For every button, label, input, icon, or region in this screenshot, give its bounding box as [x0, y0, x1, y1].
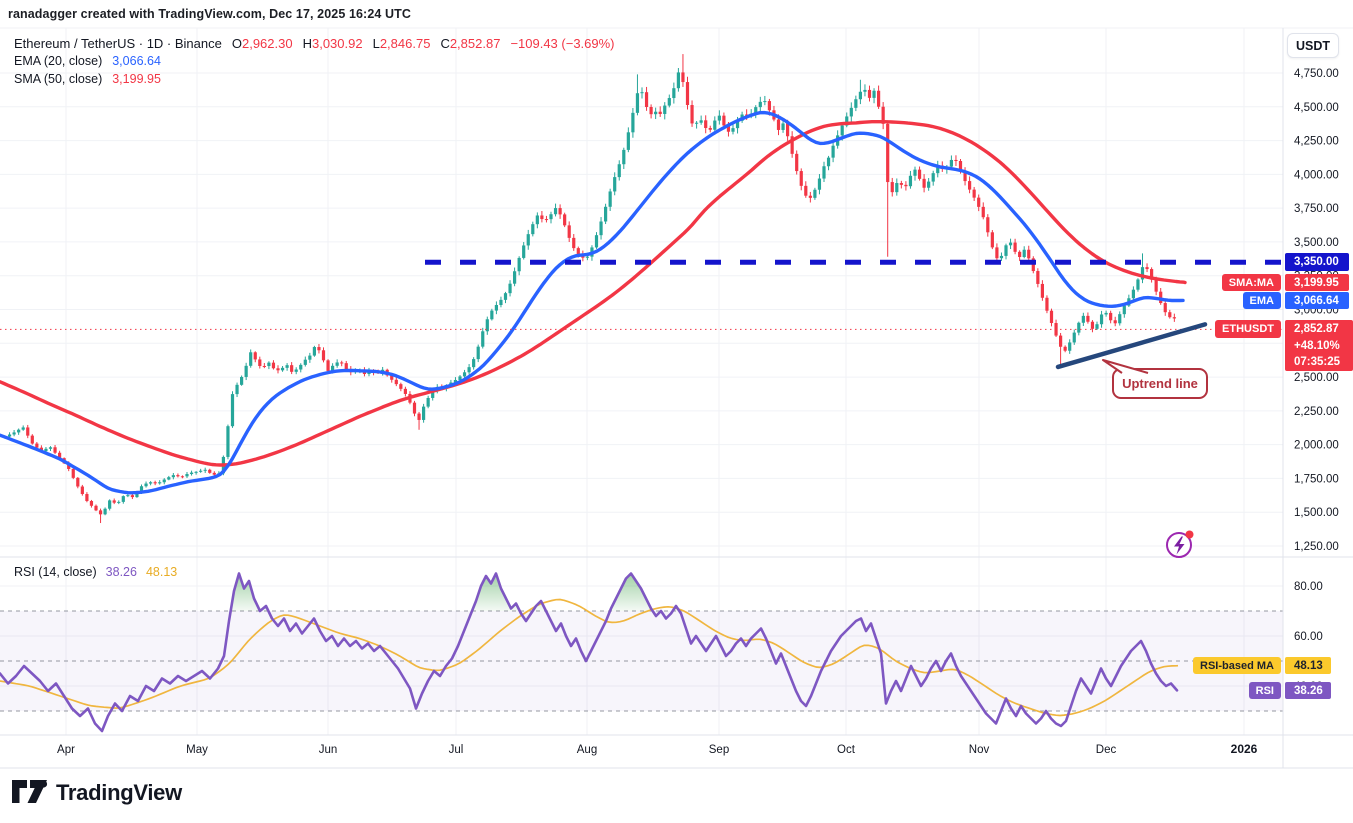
uptrend-trendline — [1055, 322, 1208, 370]
ohlc-open: O2,962.30 — [231, 36, 293, 51]
level-price-badge[interactable]: 3,350.00 — [1285, 253, 1349, 271]
rsi-tick-label: 80.00 — [1294, 581, 1323, 593]
ema-price-badge: 3,066.64 — [1285, 292, 1349, 309]
last-price-badge[interactable]: 2,852.87 +48.10% 07:35:25 — [1285, 320, 1353, 371]
rsi-legend: RSI (14, close) 38.26 48.13 — [14, 565, 177, 579]
last-price-value: 2,852.87 — [1294, 323, 1339, 335]
symbol-last-label: ETHUSDT — [1215, 320, 1281, 338]
grid-lines — [0, 28, 1283, 735]
rsi — [0, 572, 1179, 733]
rsi-ma — [0, 598, 1179, 717]
flash-feature-icon[interactable] — [1166, 530, 1194, 558]
uptrend-callout[interactable]: Uptrend line — [1112, 368, 1208, 399]
ohlc-high: H3,030.92 — [302, 36, 363, 51]
lightning-bolt-icon — [1174, 536, 1185, 555]
logo-wordmark: TradingView — [56, 780, 183, 805]
price-axis[interactable]: 1,250.00 1,500.00 1,750.00 2,000.00 2,250.00… — [1294, 68, 1339, 553]
tradingview-logo[interactable]: TradingView — [10, 776, 310, 810]
rsi-value-badge: 38.26 — [1285, 682, 1331, 699]
rsi-ma-legend-value: 48.13 — [145, 565, 178, 579]
last-price-change: +48.10% — [1294, 339, 1340, 352]
rsi-ma-value-badge: 48.13 — [1285, 657, 1331, 674]
notification-dot — [1185, 530, 1194, 539]
time-tick-label: Sep — [709, 744, 729, 756]
price-tick-label: 2,000.00 — [1294, 440, 1339, 452]
rsi-tick-label: 60.00 — [1294, 631, 1323, 643]
currency-toggle-button[interactable]: USDT — [1287, 33, 1339, 58]
rsi-ma-series-label: RSI-based MA — [1193, 657, 1281, 674]
logo-mark-dot — [39, 780, 48, 788]
time-tick-label: Apr — [57, 744, 75, 756]
trendline[interactable] — [1055, 322, 1208, 370]
price-change: −109.43 (−3.69%) — [510, 36, 615, 51]
ema-legend-value: 3,066.64 — [112, 54, 161, 68]
time-axis[interactable]: Apr May Jun Jul Aug Sep Oct Nov Dec 2026 — [57, 742, 1258, 756]
price-tick-label: 3,500.00 — [1294, 237, 1339, 249]
price-tick-label: 4,000.00 — [1294, 169, 1339, 181]
candlestick-series — [3, 54, 1176, 524]
sma-legend-label[interactable]: SMA (50, close) — [14, 72, 103, 86]
rsi-legend-value: 38.26 — [105, 565, 137, 579]
time-tick-label: May — [186, 744, 208, 756]
sma-50 — [0, 120, 1187, 467]
price-tick-label: 4,500.00 — [1294, 102, 1339, 114]
time-tick-label: Jul — [449, 744, 464, 756]
attribution-text: ranadagger created with TradingView.com,… — [8, 7, 411, 21]
time-tick-label: Dec — [1096, 744, 1117, 756]
logo-mark-one — [12, 780, 27, 803]
ohlc-low: L2,846.75 — [372, 36, 431, 51]
ohlc-close: C2,852.87 — [440, 36, 501, 51]
price-tick-label: 2,250.00 — [1294, 406, 1339, 418]
price-tick-label: 4,750.00 — [1294, 68, 1339, 80]
sma-series-label: SMA:MA — [1221, 274, 1281, 291]
rsi-overbought-fills — [232, 573, 678, 611]
price-tick-label: 2,500.00 — [1294, 372, 1339, 384]
sma-50-line — [0, 120, 1187, 467]
rsi-legend-label[interactable]: RSI (14, close) — [14, 565, 97, 579]
price-tick-label: 4,250.00 — [1294, 136, 1339, 148]
time-tick-label: Nov — [969, 744, 990, 756]
time-tick-label: Aug — [577, 744, 597, 756]
price-tick-label: 1,750.00 — [1294, 473, 1339, 485]
sma-legend-row: SMA (50, close) 3,199.95 — [14, 71, 615, 88]
symbol-legend-row: Ethereum / TetherUS · 1D · Binance O2,96… — [14, 35, 615, 52]
symbol-title[interactable]: Ethereum / TetherUS · 1D · Binance — [14, 36, 222, 51]
rsi-series-label: RSI — [1248, 682, 1281, 699]
ema-20 — [0, 110, 1185, 495]
chart-legend: Ethereum / TetherUS · 1D · Binance O2,96… — [14, 35, 615, 89]
price-tick-label: 1,250.00 — [1294, 541, 1339, 553]
ema-legend-row: EMA (20, close) 3,066.64 — [14, 53, 615, 70]
rsi-line — [0, 572, 1179, 733]
rsi-band — [0, 610, 1283, 712]
pane-separators — [0, 27, 1353, 769]
sma-legend-value: 3,199.95 — [112, 72, 161, 86]
price-tick-label: 1,500.00 — [1294, 507, 1339, 519]
time-tick-label: 2026 — [1231, 742, 1258, 756]
rsi-ma-line — [0, 598, 1179, 717]
sma-price-badge: 3,199.95 — [1285, 274, 1349, 291]
time-tick-label: Oct — [837, 744, 856, 756]
price-tick-label: 3,750.00 — [1294, 203, 1339, 215]
time-tick-label: Jun — [319, 744, 338, 756]
bar-countdown: 07:35:25 — [1294, 356, 1341, 368]
ema-20-line — [0, 110, 1185, 495]
ema-series-label: EMA — [1242, 292, 1281, 309]
ema-legend-label[interactable]: EMA (20, close) — [14, 54, 103, 68]
